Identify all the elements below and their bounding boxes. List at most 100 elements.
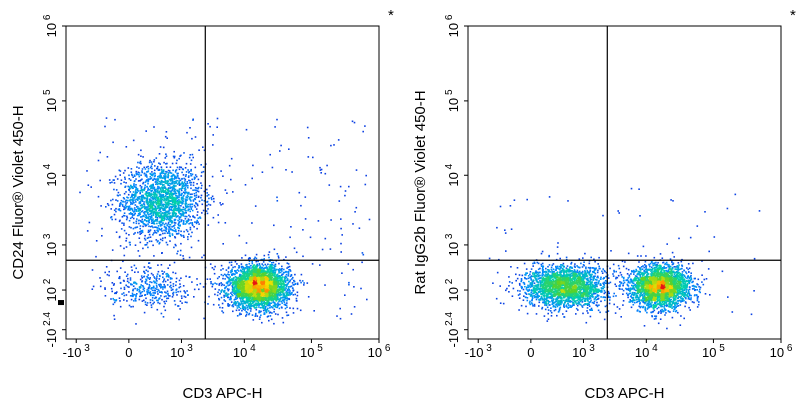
event-dot — [105, 206, 107, 208]
event-dot — [221, 310, 223, 312]
event-dot — [247, 308, 249, 311]
event-dot — [182, 215, 185, 217]
event-dot — [182, 206, 185, 209]
event-dot — [279, 288, 281, 290]
event-dot — [180, 187, 183, 190]
event-dot — [137, 250, 140, 252]
event-dot — [245, 299, 248, 302]
event-dot — [268, 266, 270, 268]
event-dot — [167, 183, 169, 186]
event-dot — [159, 216, 161, 219]
event-dot — [286, 314, 288, 317]
event-dot — [279, 298, 282, 300]
event-dot — [281, 300, 284, 302]
event-dot — [123, 224, 125, 226]
event-dot — [169, 215, 172, 217]
event-dot — [191, 203, 193, 206]
event-dot — [113, 213, 116, 216]
event-dot — [184, 217, 187, 220]
event-dot — [255, 266, 258, 269]
event-dot — [275, 283, 278, 285]
event-dot — [240, 292, 243, 294]
event-dot — [237, 302, 240, 304]
event-dot — [141, 171, 143, 174]
event-dot — [135, 178, 137, 180]
event-dot — [176, 207, 179, 210]
event-dot — [164, 198, 167, 200]
event-dot — [242, 271, 245, 273]
event-dot — [265, 292, 267, 295]
event-dot — [258, 294, 261, 297]
event-dot — [120, 202, 122, 204]
event-dot — [165, 211, 168, 213]
event-dot — [159, 221, 161, 223]
event-dot — [151, 174, 153, 176]
event-dot — [190, 173, 192, 175]
event-dot — [235, 295, 238, 297]
event-dot — [124, 169, 126, 172]
event-dot — [152, 222, 155, 225]
event-dot — [281, 268, 283, 270]
event-dot — [231, 291, 234, 293]
event-dot — [245, 275, 248, 277]
event-dot — [170, 190, 173, 192]
event-dot — [259, 286, 261, 288]
event-dot — [223, 291, 226, 293]
event-dot — [174, 175, 176, 178]
event-dot — [268, 312, 271, 314]
event-dot — [267, 289, 270, 291]
event-dot — [261, 321, 263, 324]
event-dot — [262, 309, 265, 312]
event-dot — [230, 264, 233, 266]
event-dot — [127, 193, 130, 196]
event-dot — [123, 212, 126, 214]
event-dot — [273, 308, 276, 311]
event-dot — [154, 165, 156, 167]
event-dot — [138, 222, 140, 225]
event-dot — [285, 256, 287, 258]
event-dot — [171, 222, 173, 224]
event-dot — [134, 190, 137, 192]
event-dot — [223, 299, 225, 301]
event-dot — [130, 213, 132, 215]
event-dot — [214, 282, 216, 285]
event-dot — [267, 283, 269, 286]
event-dot — [224, 287, 226, 290]
event-dot — [117, 191, 120, 194]
event-dot — [227, 289, 230, 292]
event-dot — [136, 214, 139, 217]
event-dot — [258, 263, 261, 265]
event-dot — [250, 276, 253, 279]
event-dot — [230, 271, 232, 274]
event-dot — [208, 295, 210, 298]
event-dot — [164, 236, 166, 239]
event-dot — [255, 307, 257, 309]
event-dot — [259, 300, 261, 302]
event-dot — [170, 183, 172, 185]
event-dot — [126, 215, 128, 218]
event-dot — [273, 296, 275, 298]
event-dot — [156, 207, 159, 210]
event-dot — [148, 240, 151, 243]
event-dot — [194, 198, 197, 201]
event-dot — [268, 297, 270, 300]
event-dot — [247, 270, 249, 273]
event-dot — [166, 232, 169, 234]
event-dot — [171, 174, 173, 177]
event-dot — [223, 273, 226, 276]
event-dot — [157, 214, 160, 216]
event-dot — [264, 302, 266, 305]
event-dot — [184, 200, 187, 202]
event-dot — [162, 146, 165, 149]
event-dot — [230, 295, 232, 298]
event-dot — [280, 297, 282, 299]
event-dot — [243, 277, 246, 280]
event-dot — [269, 307, 271, 309]
event-dot — [281, 288, 283, 291]
event-dot — [246, 298, 249, 300]
event-dot — [146, 206, 149, 208]
event-dot — [187, 238, 189, 241]
event-dot — [166, 182, 169, 185]
event-dot — [150, 201, 152, 203]
event-dot — [147, 246, 149, 249]
